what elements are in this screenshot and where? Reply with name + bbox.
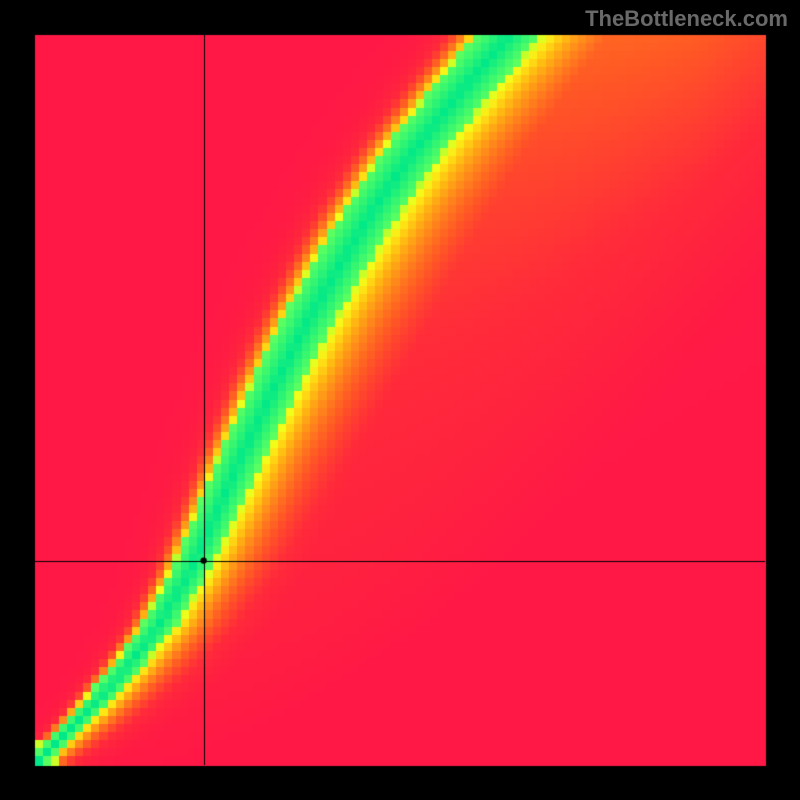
watermark-label: TheBottleneck.com	[585, 6, 788, 32]
bottleneck-heatmap	[0, 0, 800, 800]
chart-container: TheBottleneck.com	[0, 0, 800, 800]
